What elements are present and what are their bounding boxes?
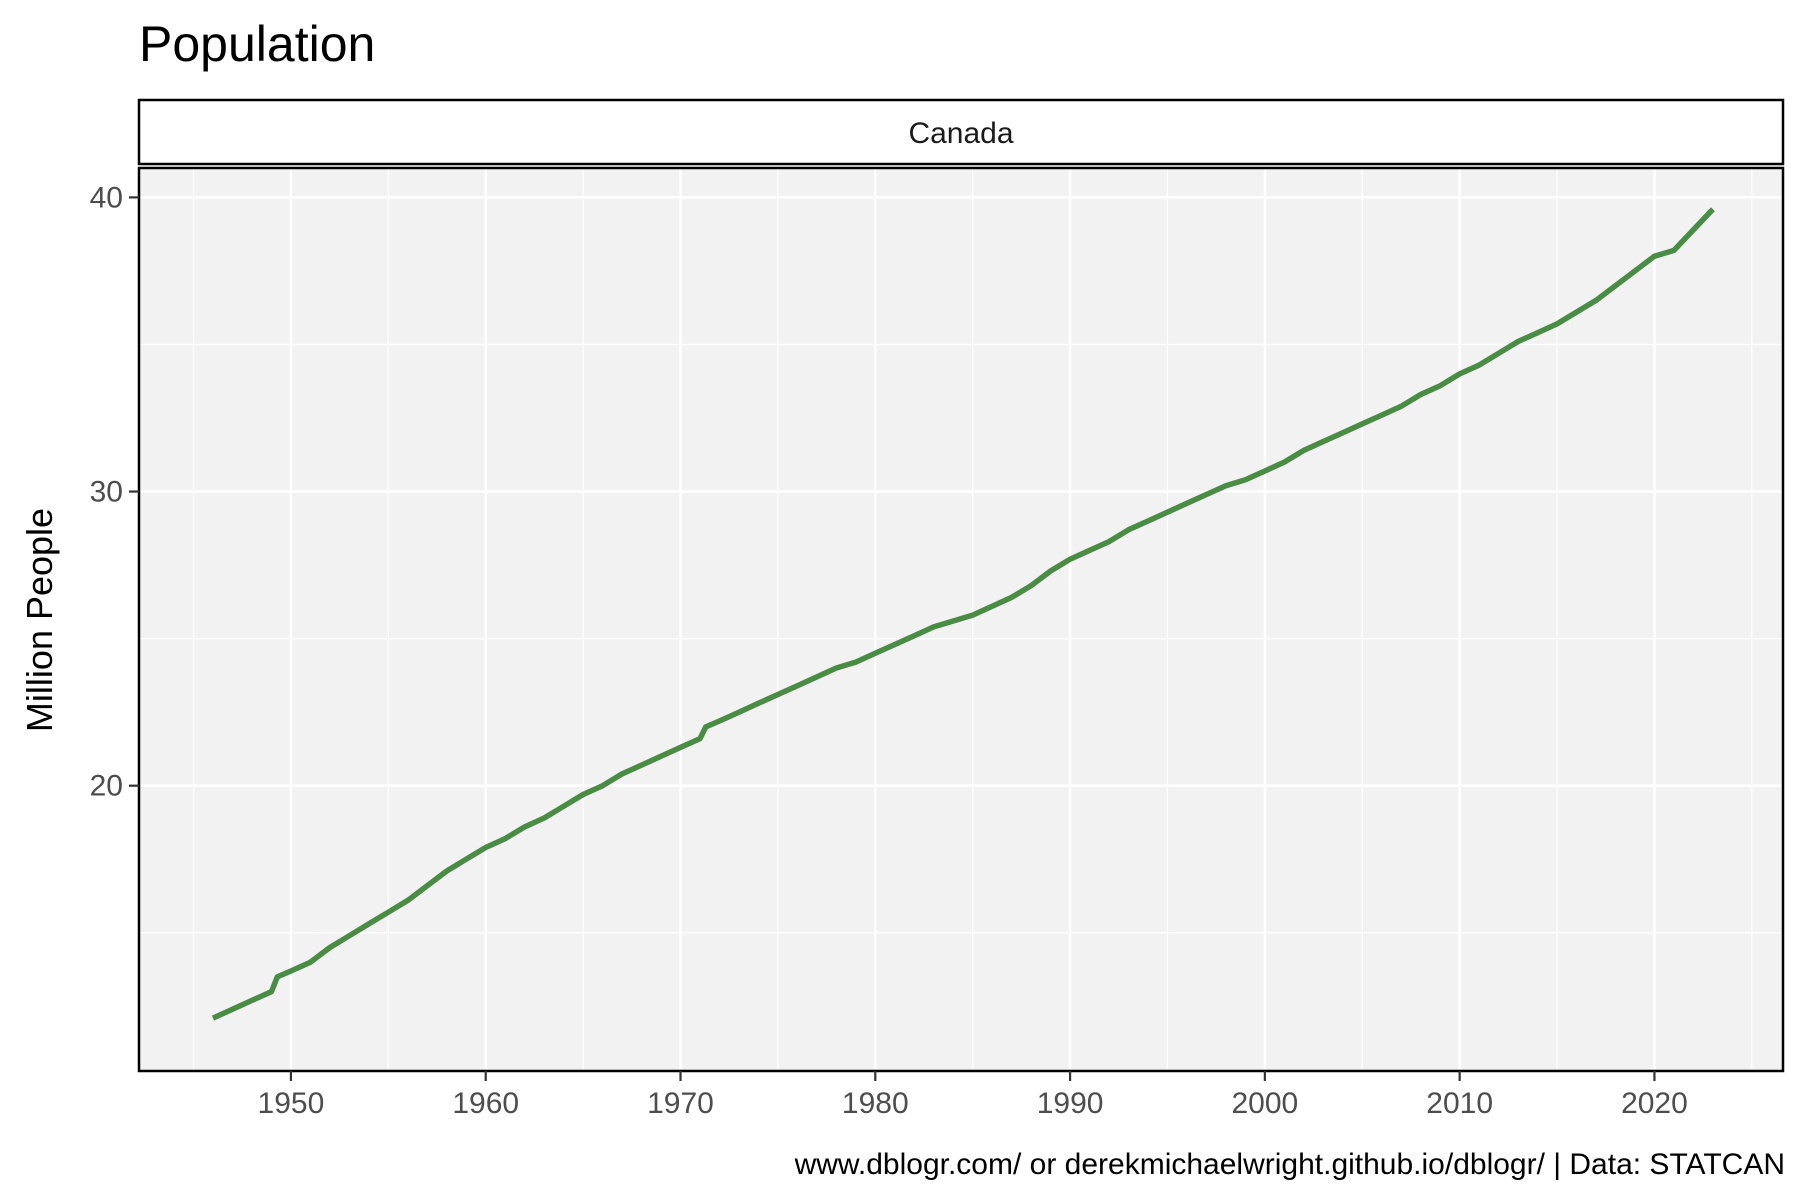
series-line	[211, 207, 1715, 1021]
grid-major	[139, 168, 1783, 1071]
series-layer	[211, 207, 1715, 1021]
x-tick-label: 2010	[1426, 1087, 1493, 1120]
y-axis: 20 30 40	[90, 181, 139, 803]
chart-title: Population	[139, 16, 375, 72]
facet-strip	[137, 98, 1785, 166]
x-tick-label: 1980	[842, 1087, 909, 1120]
x-tick-label: 1990	[1037, 1087, 1104, 1120]
y-tick-label: 40	[90, 181, 123, 214]
x-tick-label: 2020	[1621, 1087, 1688, 1120]
x-tick-label: 1970	[647, 1087, 714, 1120]
y-tick-label: 20	[90, 770, 123, 803]
plot-border	[137, 166, 1785, 1073]
grid-minor	[139, 168, 1783, 1071]
y-tick-label: 30	[90, 476, 123, 509]
chart-caption: www.dblogr.com/ or derekmichaelwright.gi…	[794, 1148, 1785, 1181]
x-tick-label: 1960	[452, 1087, 519, 1120]
x-axis: 1950 1960 1970 1980 1990 2000 2010 2020	[258, 1071, 1688, 1120]
x-tick-label: 2000	[1231, 1087, 1298, 1120]
y-axis-title: Million People	[19, 508, 60, 732]
x-tick-label: 1950	[258, 1087, 325, 1120]
facet-label: Canada	[908, 117, 1013, 150]
